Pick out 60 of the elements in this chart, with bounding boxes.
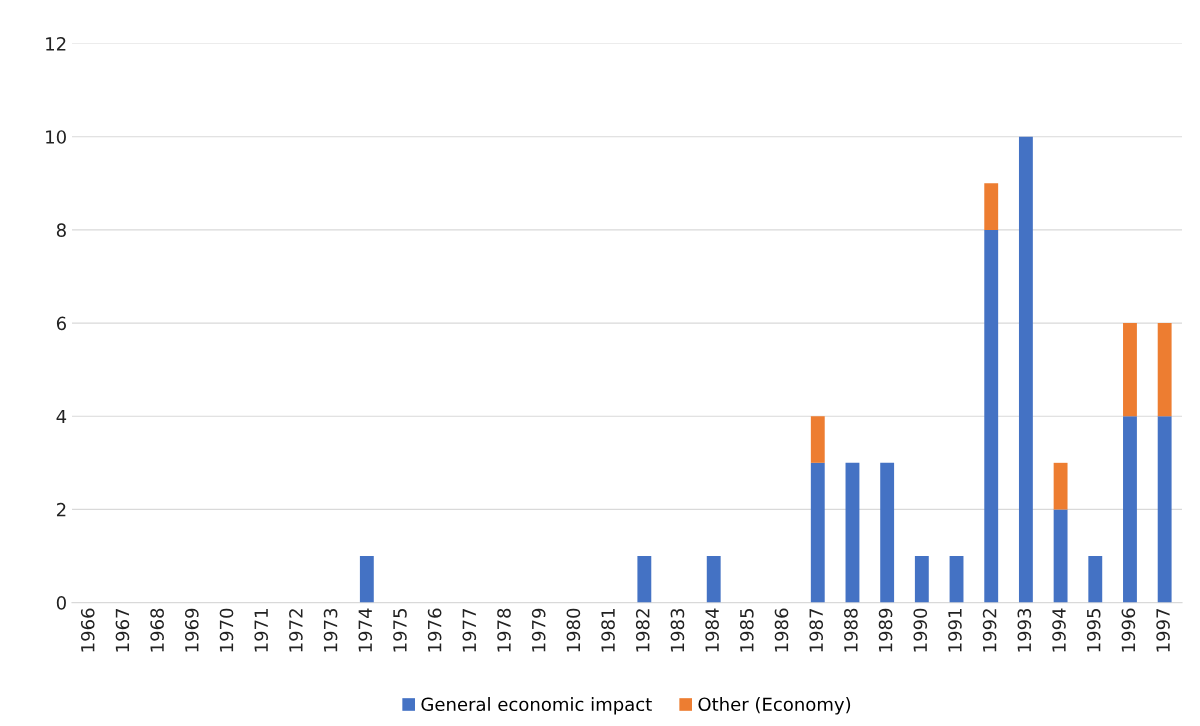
bar bbox=[810, 416, 825, 463]
bar bbox=[706, 556, 721, 603]
x-tick-label: 1978 bbox=[497, 608, 511, 652]
x-tick-label: 1974 bbox=[358, 608, 373, 652]
y-tick-label: 8 bbox=[56, 223, 66, 238]
x-tick-label: 1988 bbox=[844, 608, 858, 652]
legend-label: Other (Economy) bbox=[698, 697, 851, 715]
bar bbox=[359, 556, 374, 603]
bar bbox=[1053, 462, 1068, 510]
x-tick-label: 1987 bbox=[809, 608, 824, 652]
x-tick-label: 1994 bbox=[1052, 608, 1066, 652]
bar bbox=[914, 556, 929, 603]
x-tick-label: 1984 bbox=[705, 608, 719, 652]
y-tick-label: 6 bbox=[56, 316, 66, 331]
x-tick-label: 1970 bbox=[219, 608, 234, 652]
x-tick-label: 1983 bbox=[670, 608, 685, 652]
x-tick-label: 1982 bbox=[635, 609, 650, 652]
x-tick-label: 1985 bbox=[739, 609, 754, 652]
x-tick-label: 1971 bbox=[254, 609, 269, 652]
x-tick-label: 1973 bbox=[323, 608, 338, 652]
x-tick-label: 1977 bbox=[462, 608, 477, 652]
y-tick-label: 0 bbox=[56, 596, 66, 610]
x-tick-label: 1976 bbox=[427, 608, 442, 652]
x-tick-label: 1981 bbox=[601, 609, 615, 652]
bar bbox=[1088, 556, 1103, 603]
x-tick-label: 1990 bbox=[913, 608, 928, 652]
x-tick-label: 1991 bbox=[948, 609, 962, 652]
bar bbox=[1018, 136, 1033, 603]
bar bbox=[810, 462, 825, 603]
x-tick-label: 1996 bbox=[1121, 608, 1136, 652]
y-tick-label: 10 bbox=[46, 130, 66, 144]
x-tick-label: 1997 bbox=[1156, 608, 1170, 652]
x-tick-label: 1972 bbox=[289, 609, 303, 652]
bar bbox=[637, 556, 652, 603]
y-tick-label: 2 bbox=[56, 502, 66, 517]
bar bbox=[1157, 323, 1172, 417]
bar bbox=[1123, 416, 1137, 603]
x-tick-label: 1995 bbox=[1086, 609, 1101, 652]
bar bbox=[984, 229, 999, 603]
x-tick-label: 1979 bbox=[531, 608, 546, 652]
bar bbox=[880, 462, 895, 603]
y-tick-label: 4 bbox=[56, 409, 67, 424]
bar bbox=[949, 556, 964, 603]
x-tick-label: 1967 bbox=[115, 608, 130, 652]
x-tick-label: 1969 bbox=[184, 608, 199, 652]
x-tick-label: 1992 bbox=[982, 609, 997, 652]
x-tick-label: 1993 bbox=[1017, 608, 1032, 652]
bar bbox=[984, 183, 999, 230]
x-tick-label: 1968 bbox=[150, 608, 164, 652]
x-tick-label: 1975 bbox=[393, 609, 407, 652]
bar bbox=[1053, 509, 1068, 603]
bar bbox=[1123, 323, 1137, 417]
x-tick-label: 1986 bbox=[774, 608, 789, 652]
bar bbox=[1157, 416, 1172, 603]
legend-label: General economic impact bbox=[421, 697, 652, 715]
x-tick-label: 1980 bbox=[566, 608, 581, 652]
x-tick-label: 1989 bbox=[878, 608, 893, 652]
x-tick-label: 1966 bbox=[80, 608, 95, 652]
bar bbox=[845, 462, 860, 603]
y-tick-label: 12 bbox=[46, 37, 66, 51]
